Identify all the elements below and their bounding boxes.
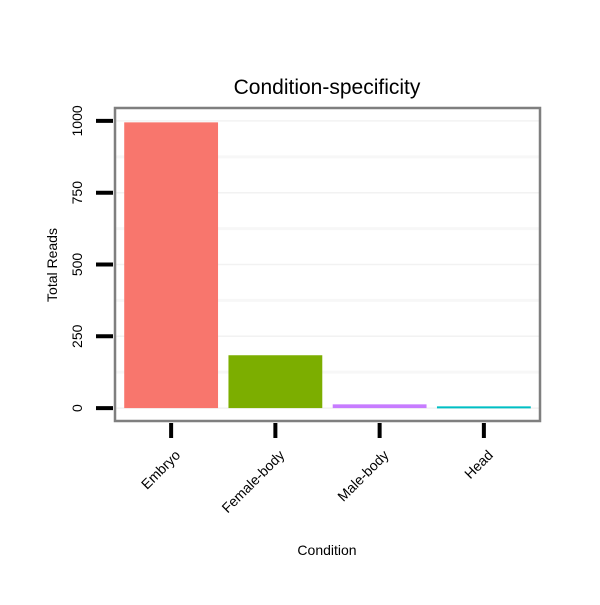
y-tick-label: 250 xyxy=(69,324,85,348)
plot-panel-border xyxy=(113,106,542,423)
x-tick-label: Head xyxy=(461,447,496,482)
y-axis-label: Total Reads xyxy=(44,228,60,302)
x-tick-label: Embryo xyxy=(138,447,184,493)
y-tick-label: 1000 xyxy=(69,105,85,136)
bar-embryo xyxy=(124,122,219,409)
y-tick-label: 0 xyxy=(69,404,85,412)
x-tick-label: Male-body xyxy=(334,447,392,505)
bar-male-body xyxy=(332,404,427,409)
y-tick-label: 500 xyxy=(69,253,85,277)
bar-female-body xyxy=(228,355,323,409)
x-axis-label: Condition xyxy=(297,542,356,558)
bar-head xyxy=(436,406,531,409)
chart-title: Condition-specificity xyxy=(234,76,421,99)
x-tick-label: Female-body xyxy=(218,447,287,516)
y-tick-label: 750 xyxy=(69,181,85,205)
